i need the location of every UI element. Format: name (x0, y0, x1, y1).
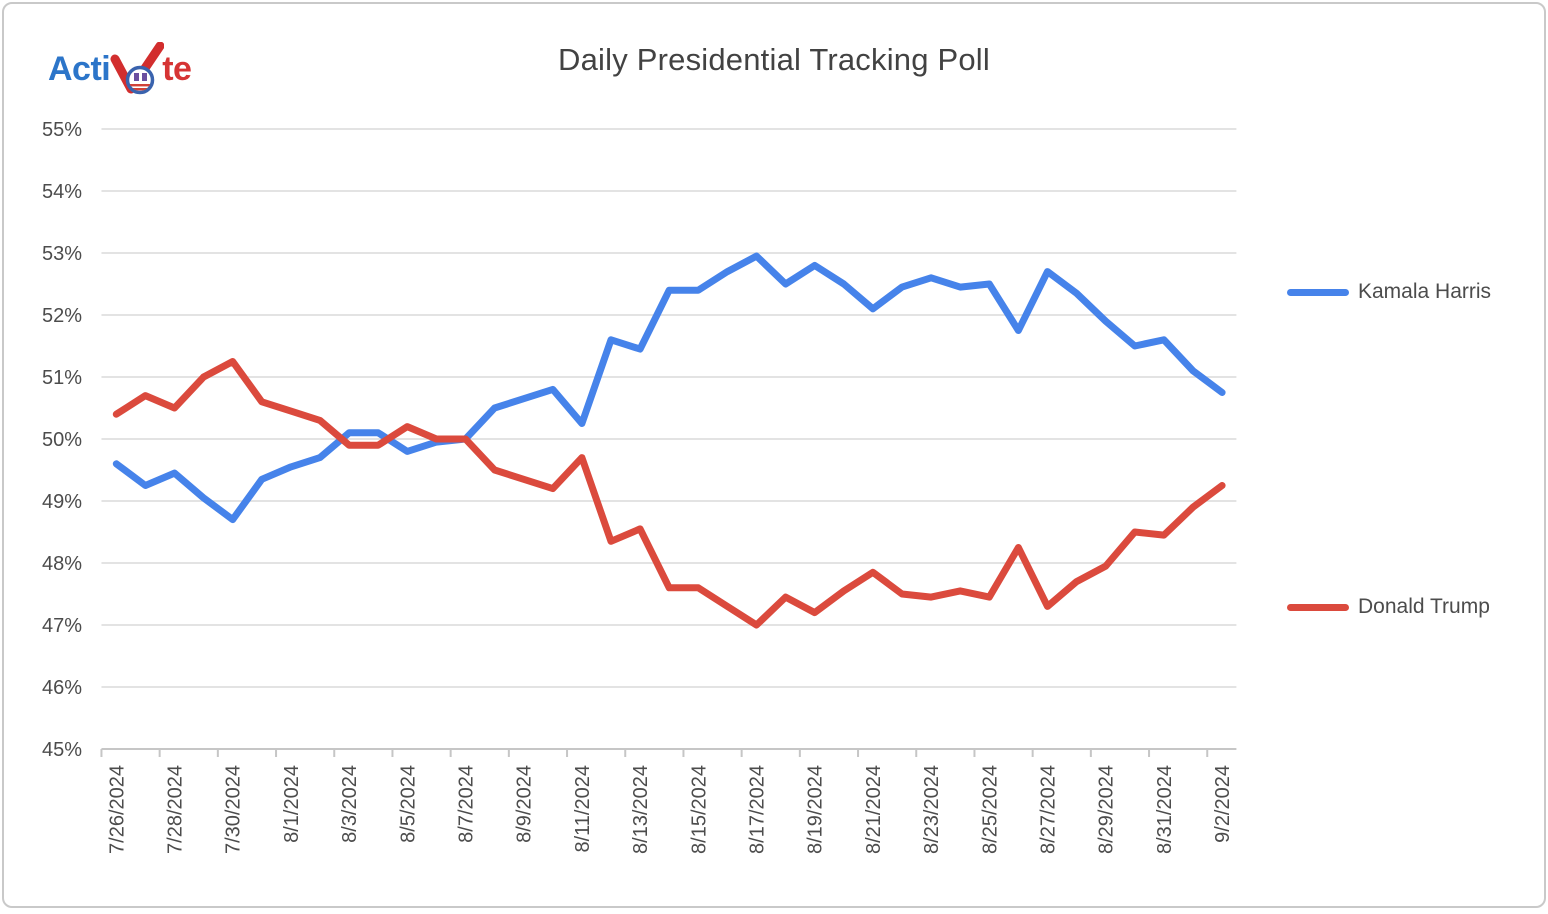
x-axis-label: 8/1/2024 (281, 765, 303, 843)
y-axis-label: 54% (42, 181, 82, 203)
x-axis-label: 8/29/2024 (1096, 765, 1118, 854)
x-axis-label: 8/11/2024 (572, 765, 594, 853)
legend-item-kamala-harris: Kamala Harris (1287, 280, 1491, 304)
y-axis-label: 55% (42, 119, 82, 141)
y-axis-label: 53% (42, 243, 82, 265)
x-axis-label: 8/25/2024 (979, 765, 1001, 854)
y-axis-label: 46% (42, 677, 82, 699)
x-axis-label: 8/3/2024 (339, 765, 361, 843)
legend-label-harris: Kamala Harris (1358, 280, 1491, 304)
x-axis-label: 8/19/2024 (805, 765, 827, 854)
x-axis-label: 7/28/2024 (165, 765, 187, 854)
y-axis-label: 51% (42, 367, 82, 389)
x-axis-label: 7/30/2024 (223, 765, 245, 854)
legend-item-donald-trump: Donald Trump (1287, 595, 1490, 619)
x-axis-label: 8/27/2024 (1038, 765, 1060, 854)
x-axis-label: 8/5/2024 (397, 765, 419, 843)
legend-label-trump: Donald Trump (1358, 595, 1490, 619)
y-axis-label: 47% (42, 615, 82, 637)
x-axis-label: 9/2/2024 (1212, 765, 1234, 843)
harris-line-swatch (1287, 289, 1349, 296)
x-axis-label: 8/21/2024 (863, 765, 885, 854)
series-line-kamala-harris (116, 256, 1222, 519)
series-line-donald-trump (116, 362, 1222, 626)
y-axis-label: 52% (42, 305, 82, 327)
x-axis-label: 8/13/2024 (630, 765, 652, 854)
x-axis-label: 8/7/2024 (456, 765, 478, 843)
x-axis-label: 8/15/2024 (688, 765, 710, 854)
tracking-poll-line-chart: 45% 46% 47% 48% 49% 50% 51% 52% 53% 54% 55% 7/26/20… (4, 4, 1548, 914)
trump-line-swatch (1287, 604, 1349, 611)
x-axis-label: 7/26/2024 (106, 765, 128, 854)
y-axis-label: 49% (42, 491, 82, 513)
y-axis-label: 45% (42, 739, 82, 761)
x-axis-label: 8/9/2024 (514, 765, 536, 843)
x-axis-label: 8/17/2024 (747, 765, 769, 854)
x-axis-label: 8/31/2024 (1154, 765, 1176, 854)
x-axis-label: 8/23/2024 (921, 765, 943, 854)
y-axis-label: 48% (42, 553, 82, 575)
y-axis-label: 50% (42, 429, 82, 451)
